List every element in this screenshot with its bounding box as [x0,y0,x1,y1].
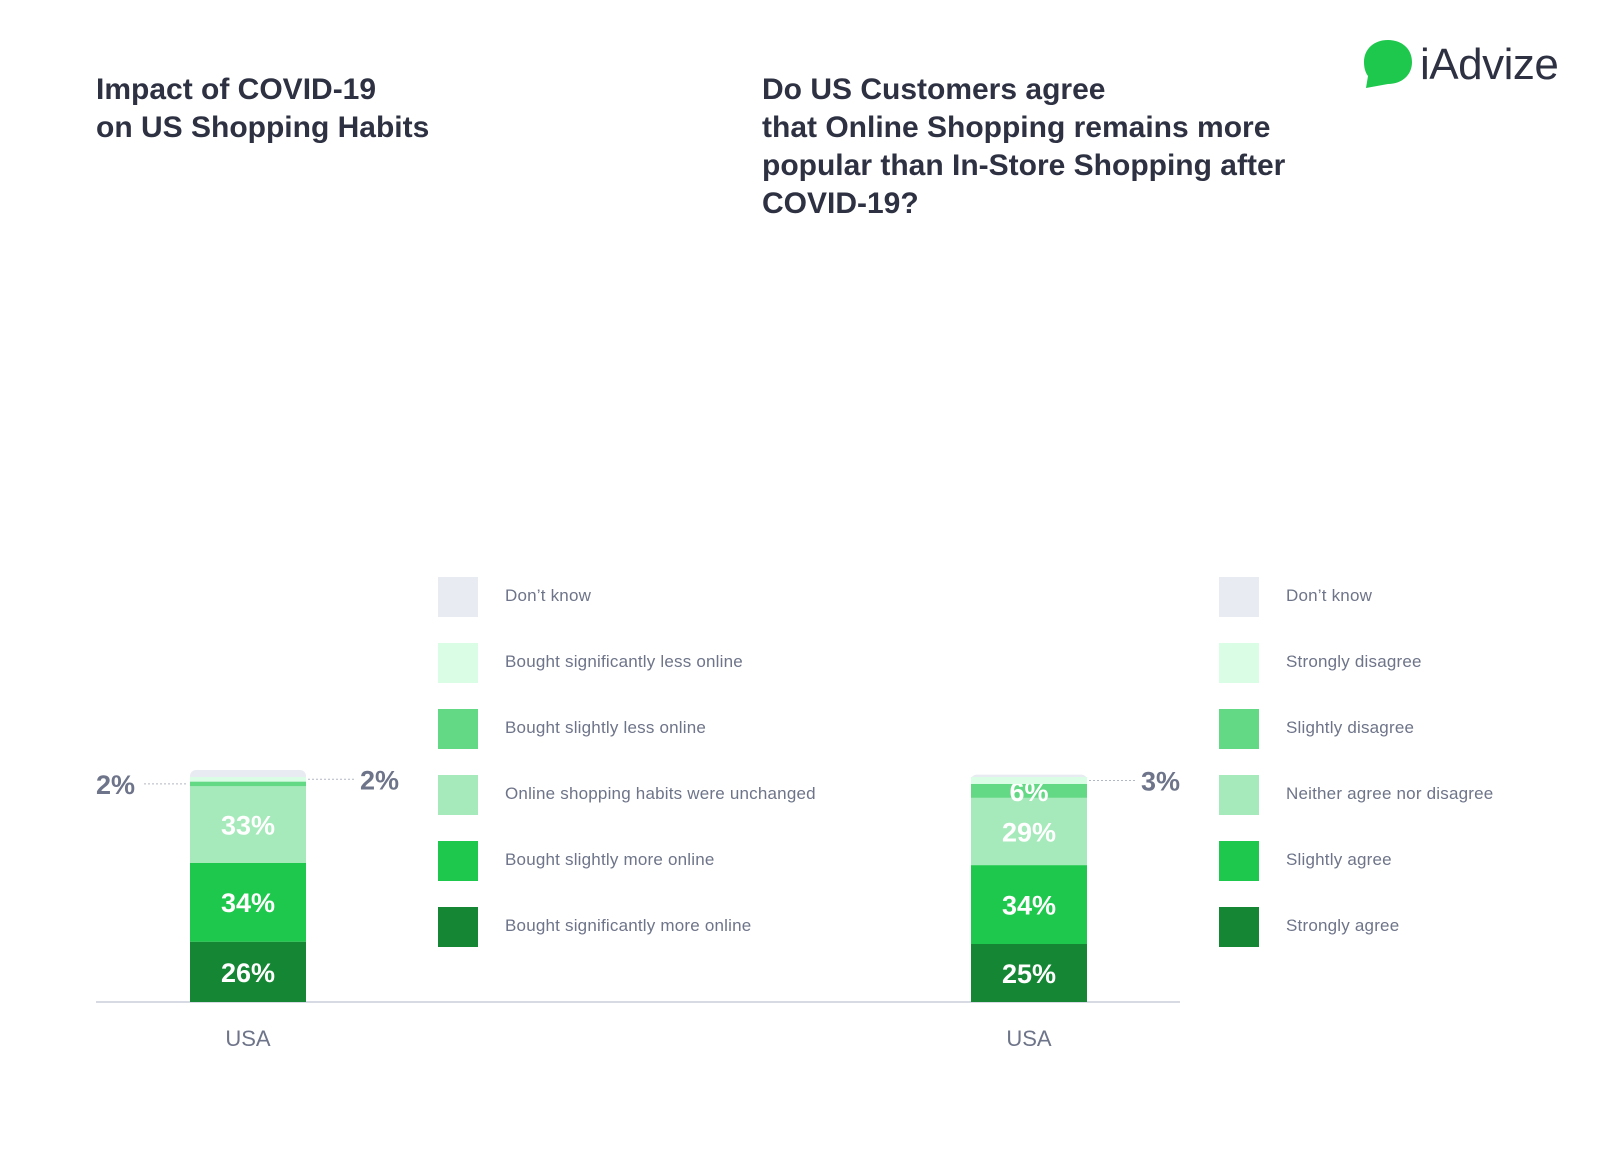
bar-segment [190,786,306,863]
chart-2-title: Do US Customers agree that Online Shoppi… [762,71,1285,223]
legend-label: Bought significantly less online [505,652,743,671]
data-label: 3% [1141,766,1180,796]
legend-label: Online shopping habits were unchanged [505,784,816,803]
bar-segment [190,941,306,1002]
chart-2-title-line: COVID-19? [762,187,919,220]
legend-item: Slightly disagree [1219,709,1600,749]
bar-segment [971,776,1087,784]
data-label: 34% [1002,891,1056,921]
data-label: 34% [221,888,275,918]
bar-segment [971,783,1087,798]
legend-swatch [1219,643,1259,683]
bar-segment [971,865,1087,944]
legend-item: Neither agree nor disagree [1219,775,1600,815]
data-label: 2% [96,770,135,800]
legend-swatch [438,709,478,749]
bar-segment [190,781,306,787]
legend-item: Don’t know [1219,577,1600,617]
legend-label: Slightly disagree [1286,718,1415,737]
x-tick-label: USA [225,1026,271,1051]
legend-swatch [438,841,478,881]
data-label: 25% [1002,959,1056,989]
legend-item: Bought significantly more online [438,907,898,947]
legend-swatch [438,775,478,815]
chat-bubble-icon [1364,40,1412,88]
legend-label: Bought slightly more online [505,850,715,869]
legend-item: Bought slightly less online [438,709,898,749]
legend-swatch [438,907,478,947]
bar-segment [971,944,1087,1002]
legend-label: Slightly agree [1286,850,1392,869]
legend-item: Bought significantly less online [438,643,898,683]
legend-item: Bought slightly more online [438,841,898,881]
legend-swatch [1219,907,1259,947]
bar-segment [190,862,306,942]
bar-segment [190,776,306,782]
bar-segment [190,776,306,777]
legend-label: Neither agree nor disagree [1286,784,1494,803]
chart-2-title-line: popular than In-Store Shopping after [762,149,1286,182]
chart-2-title-line: Do US Customers agree [762,73,1106,106]
legend-label: Strongly agree [1286,916,1400,935]
legend-label: Strongly disagree [1286,652,1422,671]
legend-label: Don’t know [505,586,592,605]
legend-swatch [1219,577,1259,617]
iadvize-logo: iAdvize [1360,36,1580,98]
x-tick-label: USA [1006,1026,1052,1051]
legend-swatch [438,577,478,617]
chart-1-title-line: Impact of COVID-19 [96,73,377,106]
legend-label: Bought slightly less online [505,718,707,737]
data-label: 26% [221,958,275,988]
bar-segment [971,797,1087,866]
legend-label: Don’t know [1286,586,1373,605]
chart-2-title-line: that Online Shopping remains more [762,111,1271,144]
legend-swatch [1219,775,1259,815]
data-label: 33% [221,811,275,841]
legend-swatch [1219,841,1259,881]
legend-item: Strongly disagree [1219,643,1600,683]
legend-item: Strongly agree [1219,907,1600,947]
legend-swatch [1219,709,1259,749]
chart-1-title: Impact of COVID-19 on US Shopping Habits [96,71,429,147]
logo-wordmark: iAdvize [1420,40,1559,89]
chart-1-title-line: on US Shopping Habits [96,111,430,144]
data-label: 2% [360,765,399,795]
legend-item: Don’t know [438,577,898,617]
legend-item: Slightly agree [1219,841,1600,881]
data-label: 29% [1002,817,1056,847]
legend-item: Online shopping habits were unchanged [438,775,898,815]
legend-swatch [438,643,478,683]
legend-label: Bought significantly more online [505,916,752,935]
